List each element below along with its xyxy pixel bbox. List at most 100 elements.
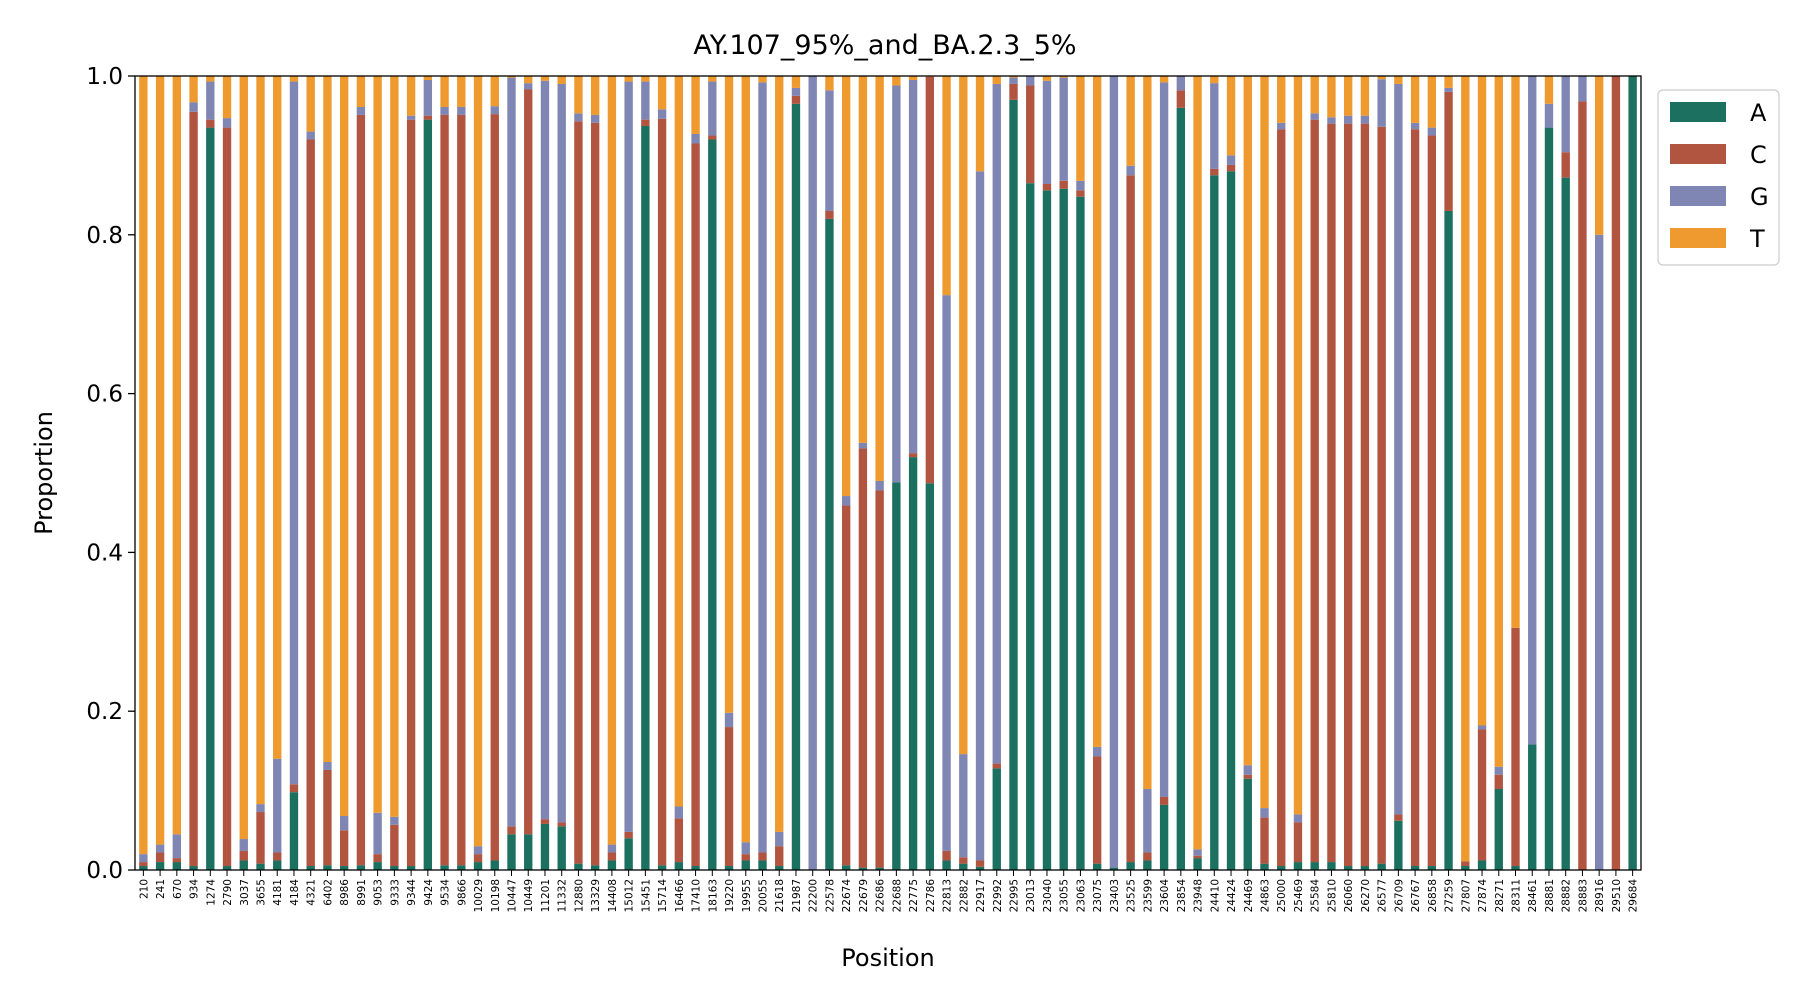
legend-label-G: G (1750, 183, 1769, 211)
bar-T-26577 (1377, 76, 1386, 80)
bar-C-4321 (306, 139, 315, 867)
x-tick-label: 29684 (1628, 879, 1640, 913)
plot-bars (139, 76, 1637, 871)
x-tick-label: 25584 (1310, 879, 1322, 913)
bar-A-16466 (674, 862, 684, 870)
x-tick-label: 25000 (1276, 879, 1288, 912)
bar-A-9053 (373, 862, 382, 870)
bar-A-241 (155, 862, 165, 870)
bar-A-26577 (1377, 863, 1386, 870)
bar-T-24410 (1210, 76, 1219, 84)
bar-T-19220 (724, 76, 734, 713)
bar-A-22674 (841, 865, 851, 870)
bar-G-28881 (1544, 103, 1554, 128)
bar-T-22688 (892, 76, 901, 86)
bar-A-12880 (574, 863, 583, 870)
bar-T-23604 (1159, 76, 1169, 83)
bar-T-8986 (339, 76, 349, 817)
x-tick-label: 18163 (707, 879, 719, 912)
bar-A-25584 (1310, 862, 1319, 870)
bar-C-241 (155, 852, 165, 863)
bar-G-20055 (758, 82, 767, 853)
bar-T-23075 (1092, 76, 1102, 747)
bar-G-22813 (942, 295, 951, 851)
plot-frame (134, 75, 1642, 871)
bar-A-9333 (390, 866, 399, 870)
bar-A-29684 (1628, 76, 1637, 870)
bar-G-23040 (1042, 80, 1052, 184)
bar-A-23604 (1159, 804, 1169, 870)
bar-G-13329 (590, 114, 600, 123)
bar-G-28271 (1494, 766, 1503, 775)
bar-A-23013 (1026, 183, 1035, 870)
legend-label-C: C (1750, 141, 1767, 169)
bar-A-210 (139, 866, 148, 870)
bar-G-25000 (1277, 122, 1286, 130)
bar-C-28883 (1578, 101, 1587, 870)
bar-G-23604 (1159, 82, 1169, 797)
bar-C-9344 (406, 119, 416, 867)
bar-A-25000 (1277, 866, 1286, 870)
x-tick-label: 29510 (1611, 879, 1623, 912)
bar-T-8991 (356, 76, 366, 107)
x-tick-label: 22578 (824, 879, 836, 912)
bar-C-3037 (239, 850, 248, 861)
x-tick-label: 28882 (1561, 879, 1573, 912)
bar-C-26060 (1343, 123, 1353, 867)
x-tick-label: 26270 (1360, 879, 1372, 912)
bar-G-934 (189, 102, 198, 112)
bar-C-23948 (1193, 855, 1202, 859)
bar-G-210 (139, 854, 148, 863)
bar-A-28881 (1544, 127, 1554, 871)
bar-A-9534 (440, 865, 449, 870)
bar-A-26709 (1394, 820, 1403, 870)
bar-G-25469 (1293, 814, 1303, 823)
y-tick-label: 0.0 (86, 858, 123, 884)
x-tick-label: 22688 (891, 879, 903, 912)
x-tick-label: 6402 (322, 879, 334, 906)
bar-C-22674 (841, 505, 851, 866)
bar-C-16466 (674, 818, 684, 863)
bar-T-23948 (1193, 76, 1202, 850)
bar-T-22775 (908, 76, 918, 80)
bar-A-4184 (289, 792, 299, 870)
chart-title: AY.107_95%_and_BA.2.3_5% (693, 30, 1076, 61)
x-tick-label: 24469 (1243, 879, 1255, 912)
bar-A-20055 (758, 860, 767, 870)
bar-G-670 (172, 834, 182, 859)
x-tick-label: 15451 (640, 879, 652, 912)
bar-G-23075 (1092, 746, 1102, 757)
x-tick-label: 20055 (758, 879, 770, 912)
bar-A-1274 (206, 127, 215, 871)
bar-T-934 (189, 76, 198, 103)
bar-T-6402 (323, 76, 332, 763)
x-tick-label: 23013 (1025, 879, 1037, 912)
bar-G-28882 (1561, 76, 1570, 153)
bar-T-24863 (1260, 76, 1269, 809)
bar-C-9333 (390, 824, 399, 867)
bar-A-4321 (306, 866, 315, 870)
x-tick-label: 21987 (791, 879, 803, 912)
x-tick-label: 17410 (691, 879, 703, 912)
bar-C-15451 (641, 119, 650, 127)
bar-A-25469 (1293, 862, 1303, 870)
x-tick-label: 10447 (507, 879, 519, 912)
bar-G-22674 (841, 496, 851, 506)
bar-G-24469 (1243, 765, 1252, 775)
bar-G-22200 (808, 76, 817, 870)
x-tick-label: 13329 (590, 879, 602, 912)
bar-C-26709 (1394, 814, 1403, 821)
bar-T-4181 (273, 76, 282, 759)
bar-C-10029 (473, 854, 483, 863)
bar-C-14408 (607, 852, 617, 861)
bar-T-4321 (306, 76, 315, 132)
x-tick-label: 210 (138, 879, 150, 899)
bar-A-27259 (1444, 210, 1453, 871)
bar-T-25000 (1277, 76, 1286, 123)
bar-G-23063 (1076, 180, 1085, 191)
bar-A-23525 (1126, 862, 1135, 870)
bar-G-19955 (741, 842, 750, 855)
bar-C-25469 (1293, 822, 1303, 863)
bar-A-22995 (1009, 99, 1018, 870)
